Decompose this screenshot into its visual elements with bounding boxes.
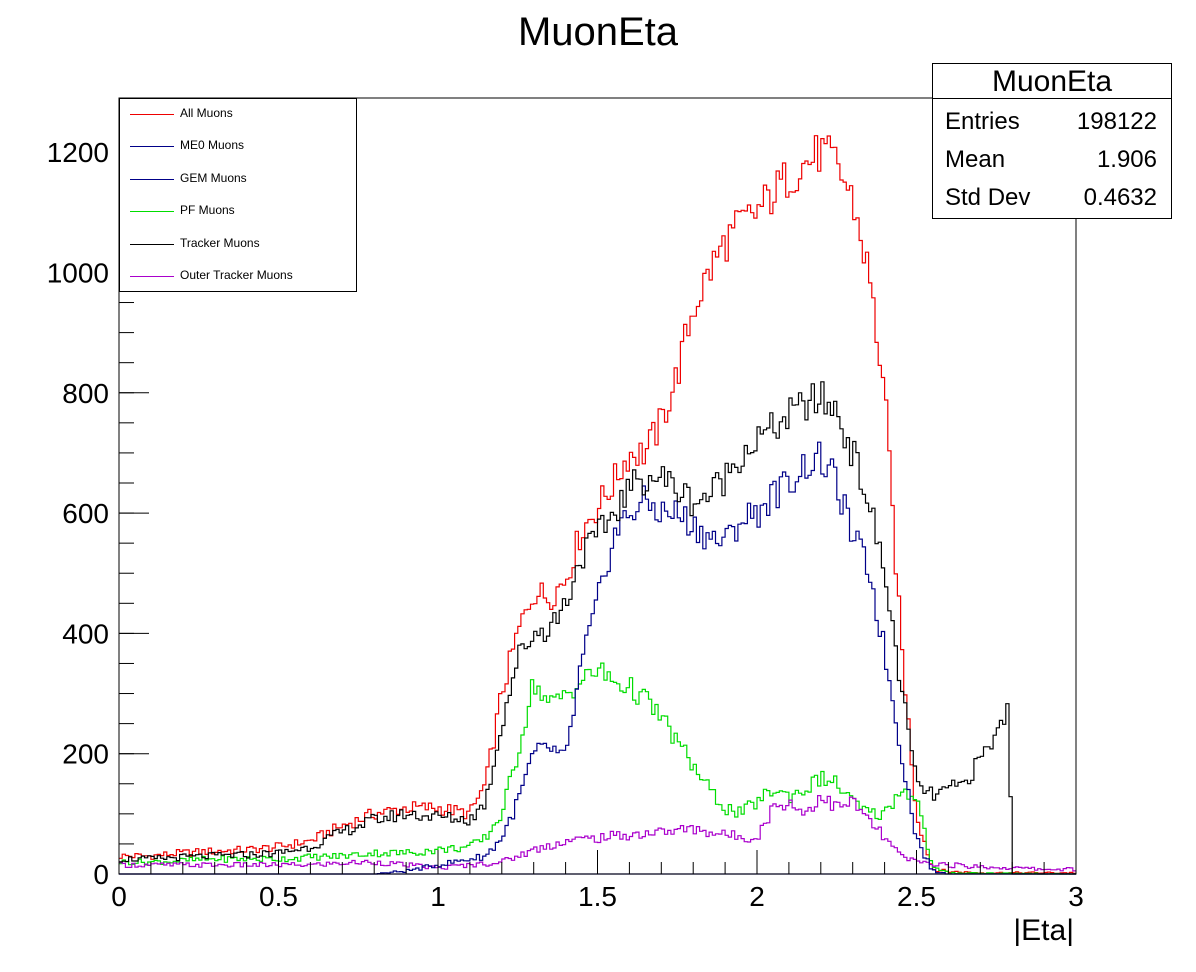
stats-row-mean: Mean 1.906 — [933, 142, 1171, 180]
y-tick-label: 1200 — [47, 137, 109, 168]
x-tick-label: 2.5 — [897, 881, 936, 912]
legend-swatch — [130, 146, 174, 147]
stats-row-entries: Entries 198122 — [933, 104, 1171, 142]
y-tick-label: 600 — [62, 498, 109, 529]
legend-label: Tracker Muons — [180, 236, 260, 250]
legend-label: GEM Muons — [180, 171, 247, 185]
stat-name: Mean — [945, 146, 1006, 173]
series-line-tracker-muons — [119, 381, 1076, 875]
series-line-all-muons — [119, 135, 1076, 875]
y-tick-label: 400 — [62, 618, 109, 649]
legend-swatch — [130, 276, 174, 277]
stat-value: 198122 — [1076, 108, 1157, 135]
chart-title: MuonEta — [517, 10, 679, 54]
stats-title: MuonEta — [933, 64, 1171, 99]
x-tick-label: 2 — [749, 881, 765, 912]
x-tick-label: 3 — [1068, 881, 1084, 912]
legend-swatch — [130, 114, 174, 115]
legend-label: Outer Tracker Muons — [180, 268, 293, 282]
stat-value: 0.4632 — [1083, 184, 1157, 211]
legend: All Muons ME0 Muons GEM Muons PF Muons T… — [119, 98, 357, 292]
series-line-gem-muons — [119, 441, 1076, 875]
legend-swatch — [130, 211, 174, 212]
x-tick-label: 0 — [111, 881, 127, 912]
y-tick-label: 200 — [62, 739, 109, 770]
series-line-outer-tracker-muons — [119, 795, 1076, 872]
y-tick-label: 1000 — [47, 257, 109, 288]
legend-swatch — [130, 179, 174, 180]
legend-label: PF Muons — [180, 203, 235, 217]
stat-value: 1.906 — [1096, 146, 1157, 173]
y-tick-label: 0 — [93, 859, 109, 890]
x-tick-label: 1 — [430, 881, 446, 912]
axes-layer: 0 0.5 1 1.5 2 2.5 3 0 200 400 600 800 1000 1200 — [47, 97, 1084, 912]
stats-box: MuonEta Entries 198122 Mean 1.906 Std De… — [932, 63, 1172, 219]
x-tick-label: 1.5 — [578, 881, 617, 912]
stat-name: Std Dev — [945, 184, 1031, 211]
stats-row-std-dev: Std Dev 0.4632 — [933, 180, 1171, 218]
legend-label: ME0 Muons — [180, 138, 245, 152]
y-tick-label: 800 — [62, 378, 109, 409]
x-axis-label: |Eta| — [1013, 914, 1074, 947]
legend-swatch — [130, 244, 174, 245]
legend-label: All Muons — [180, 106, 233, 120]
x-tick-label: 0.5 — [259, 881, 298, 912]
stat-name: Entries — [945, 108, 1020, 135]
